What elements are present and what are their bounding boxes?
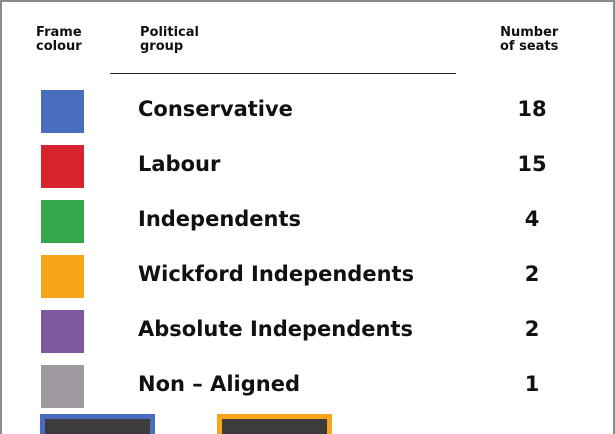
- header-rule: [110, 73, 456, 74]
- color-swatch: [41, 310, 84, 353]
- group-name: Non – Aligned: [138, 372, 300, 396]
- header-line: group: [140, 40, 199, 54]
- group-name: Wickford Independents: [138, 262, 414, 286]
- header-line: Frame: [36, 26, 82, 40]
- seat-count: 2: [502, 317, 562, 341]
- header-line: Political: [140, 26, 199, 40]
- header-line: colour: [36, 40, 82, 54]
- color-swatch: [41, 255, 84, 298]
- seat-count: 15: [502, 152, 562, 176]
- header-line: of seats: [500, 40, 558, 54]
- photo-frame: [40, 414, 155, 434]
- header-line: Number: [500, 26, 558, 40]
- photo-frame: [217, 414, 332, 434]
- color-swatch: [41, 145, 84, 188]
- page: Framecolour Politicalgroup Numberof seat…: [0, 0, 615, 434]
- seat-count: 2: [502, 262, 562, 286]
- group-name: Absolute Independents: [138, 317, 413, 341]
- seat-count: 4: [502, 207, 562, 231]
- color-swatch: [41, 200, 84, 243]
- seat-count: 18: [502, 97, 562, 121]
- group-name: Independents: [138, 207, 301, 231]
- group-name: Conservative: [138, 97, 293, 121]
- seat-count: 1: [502, 372, 562, 396]
- color-swatch: [41, 365, 84, 408]
- group-name: Labour: [138, 152, 220, 176]
- color-swatch: [41, 90, 84, 133]
